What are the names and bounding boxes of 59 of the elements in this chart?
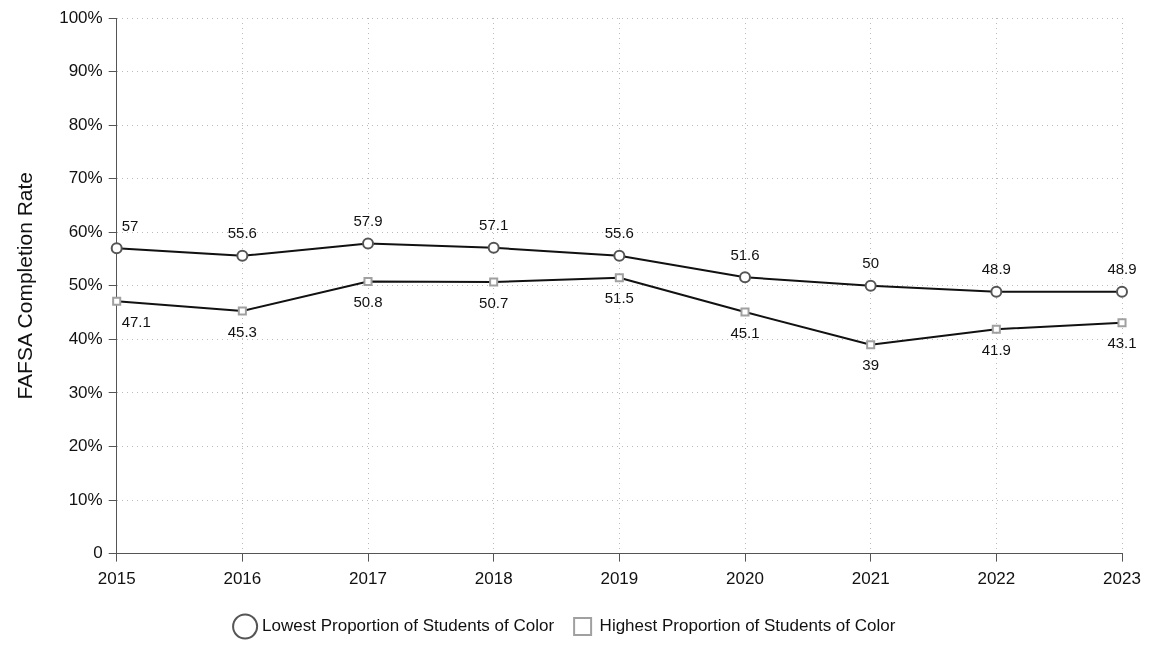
data-label: 57.1 [479,216,509,234]
x-tick-label: 2016 [223,569,262,589]
point [362,237,375,250]
point [363,276,373,287]
y-tick-label: 30% [68,382,103,402]
y-axis-title: FAFSA Completion Rate [13,172,37,400]
x-tick-label: 2021 [851,569,890,589]
point [740,307,750,317]
point [1117,318,1127,328]
legend-label: Highest Proportion of Students of Color [599,616,896,636]
x-tick-label: 2018 [474,569,513,589]
data-label: 43.1 [1107,334,1137,352]
data-label: 48.9 [1107,260,1137,278]
y-tick-label: 50% [68,275,103,295]
point [489,277,499,287]
data-label: 39 [862,356,880,374]
data-label: 50.7 [479,293,509,311]
point [1116,285,1128,298]
y-tick-label: 0 [93,543,103,563]
point [990,285,1003,298]
data-label: 55.6 [227,224,257,242]
data-label: 50.8 [353,293,383,311]
data-label: 57.9 [353,212,383,230]
x-tick-label: 2020 [726,569,764,589]
y-tick-label: 90% [68,61,103,81]
point [110,242,123,255]
y-tick-label: 80% [68,114,103,134]
data-label: 55.6 [604,224,634,242]
y-tick-label: 70% [68,168,103,188]
data-label: 48.9 [981,260,1011,278]
point [236,249,249,262]
data-label: 47.1 [121,312,151,330]
y-tick-label: 10% [68,489,103,509]
x-tick-label: 2023 [1103,569,1141,589]
legend-label: Lowest Proportion of Students of Color [262,616,555,636]
y-tick-label: 60% [68,221,103,241]
x-tick-label: 2015 [97,569,136,589]
data-label: 57 [121,216,139,234]
point [991,324,1001,334]
point [237,306,247,316]
x-tick-label: 2022 [977,569,1016,589]
point [864,279,877,292]
data-label: 41.9 [981,340,1011,358]
point [487,241,500,254]
y-tick-label: 100% [59,7,103,27]
data-label: 51.6 [730,245,760,263]
point [866,340,876,350]
y-tick-label: 40% [68,329,103,349]
x-tick-label: 2017 [349,569,387,589]
point [112,296,122,306]
y-tick-label: 20% [68,436,103,456]
data-label: 45.1 [730,323,760,341]
point [739,271,752,284]
data-label: 51.5 [604,289,634,307]
data-label: 50 [862,254,880,272]
point [613,249,626,262]
x-tick-label: 2019 [600,569,639,589]
point [614,273,624,283]
data-label: 45.3 [227,322,257,340]
